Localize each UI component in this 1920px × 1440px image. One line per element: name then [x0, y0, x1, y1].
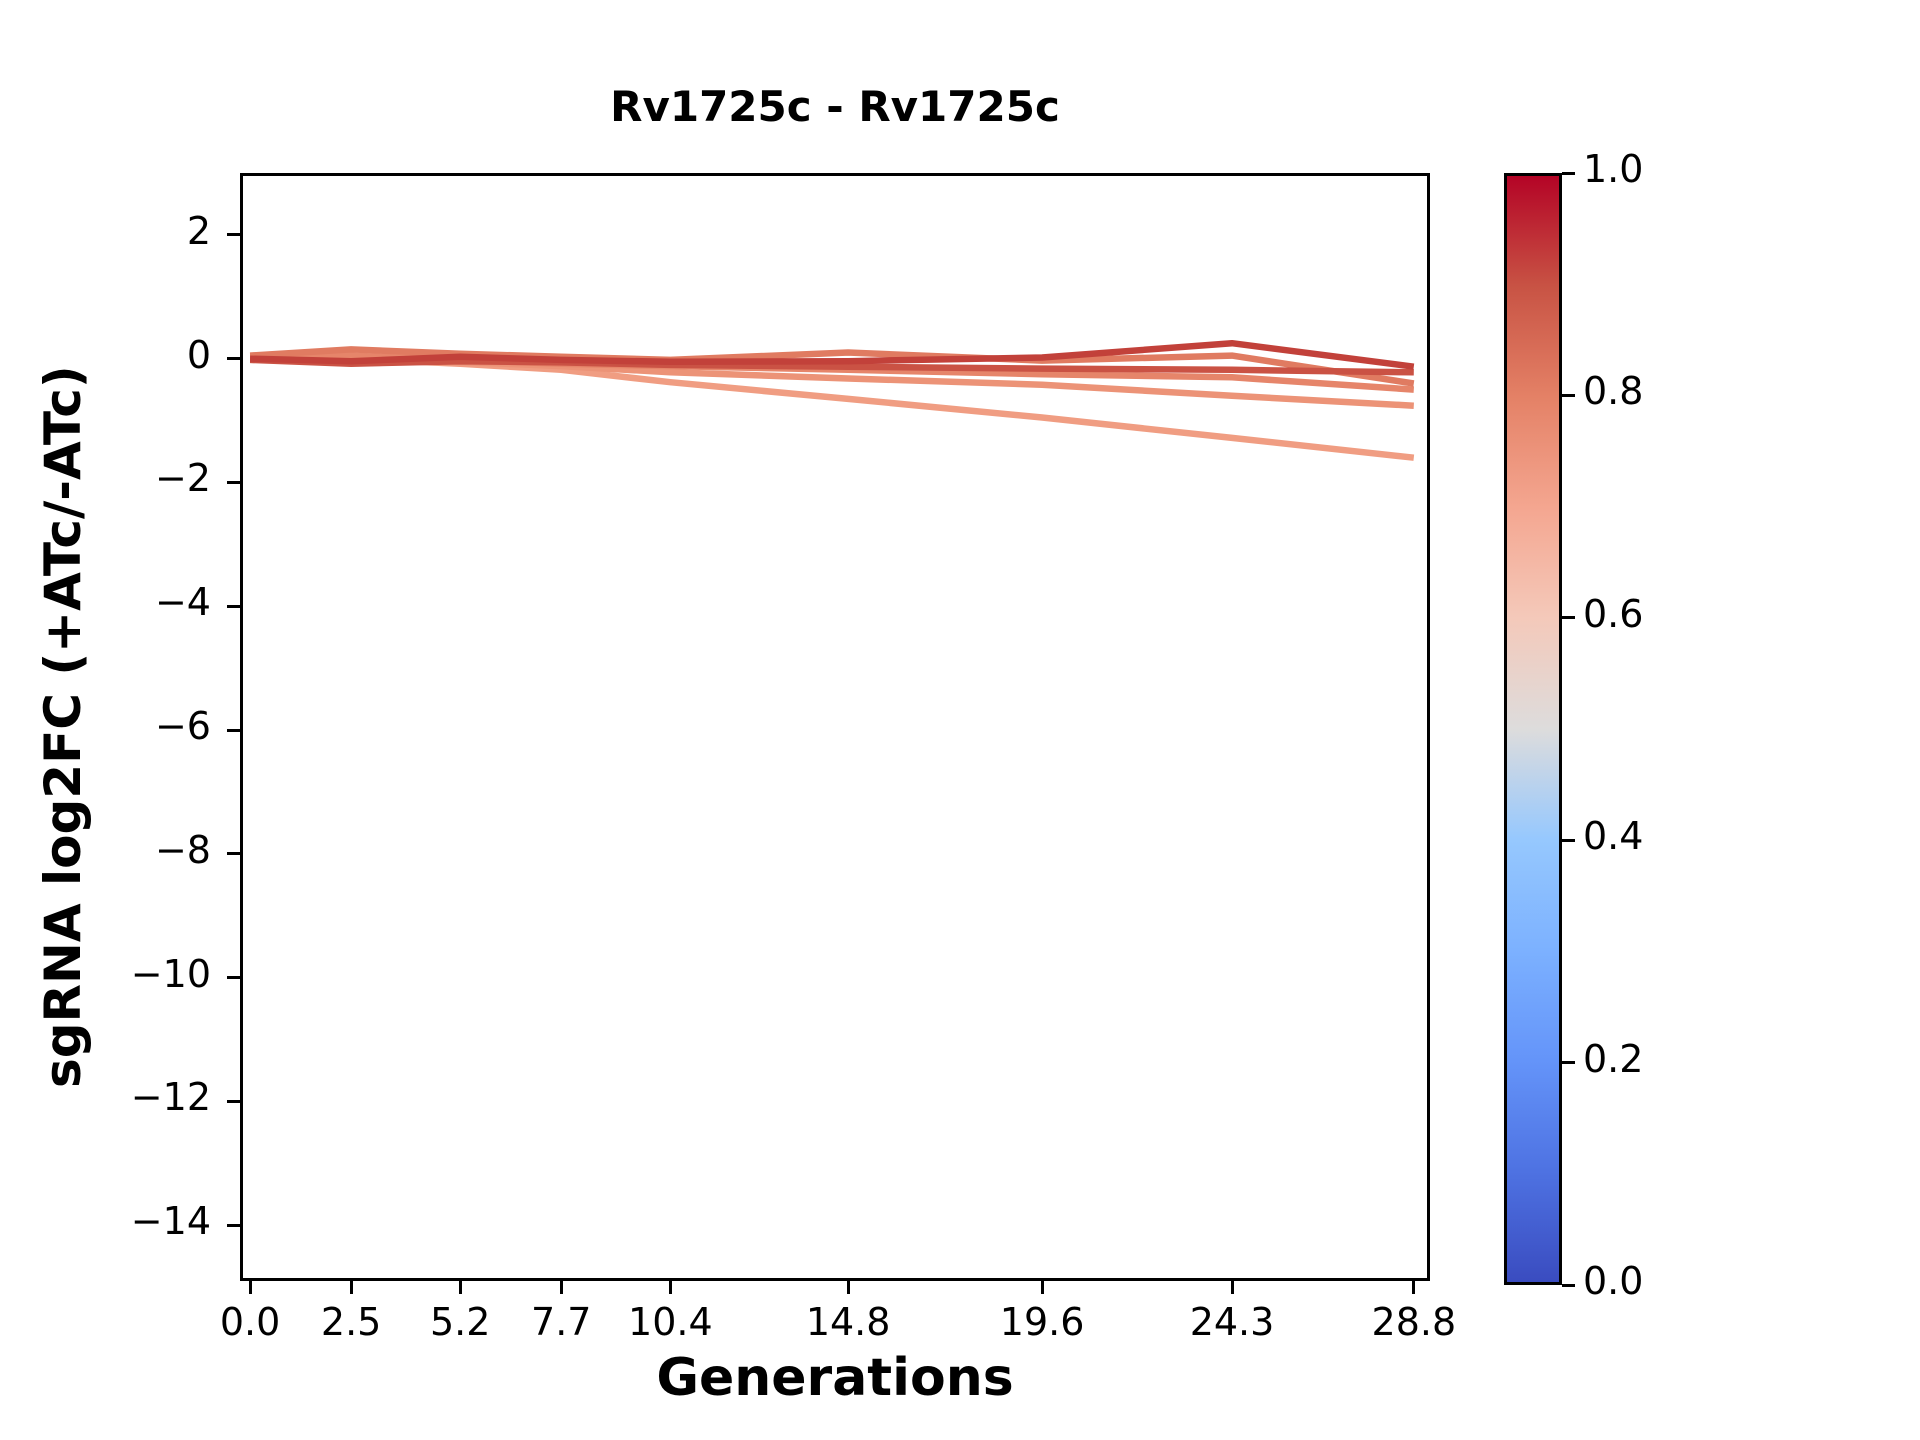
x-axis-label: Generations [656, 1348, 1014, 1408]
colorbar-tick-label: 0.6 [1583, 591, 1644, 636]
y-tick-label: −8 [154, 827, 211, 872]
colorbar-tick-mark [1562, 616, 1575, 620]
y-tick-label: −12 [130, 1075, 211, 1120]
x-tick-label: 0.0 [219, 1300, 281, 1344]
x-tick-label: 14.8 [805, 1300, 891, 1344]
x-tick-label: 5.2 [430, 1300, 491, 1344]
plot-area [249, 339, 1415, 461]
x-tick-label: 10.4 [628, 1300, 713, 1344]
x-tick-mark [1230, 1281, 1234, 1294]
y-tick-mark [227, 480, 240, 484]
x-tick-label: 28.8 [1371, 1300, 1457, 1344]
y-tick-mark [227, 357, 240, 361]
y-tick-label: −4 [154, 580, 211, 625]
y-tick-label: −10 [130, 951, 211, 996]
y-tick-mark [227, 976, 240, 980]
x-tick-label: 24.3 [1189, 1300, 1275, 1344]
y-tick-mark [227, 1223, 240, 1227]
x-tick-mark [846, 1281, 850, 1294]
x-tick-label: 19.6 [999, 1300, 1085, 1344]
colorbar-tick-label: 0.0 [1583, 1259, 1644, 1303]
x-tick-mark [668, 1281, 672, 1294]
x-tick-mark [1412, 1281, 1416, 1294]
colorbar-tick-mark [1562, 838, 1575, 842]
y-tick-mark [227, 233, 240, 237]
y-tick-mark [227, 604, 240, 608]
x-tick-label: 2.5 [320, 1300, 382, 1344]
chart-title: Rv1725c - Rv1725c [610, 82, 1060, 131]
colorbar-tick-mark [1562, 171, 1575, 175]
x-tick-mark [248, 1281, 252, 1294]
y-tick-mark [227, 852, 240, 856]
x-tick-mark [349, 1281, 353, 1294]
y-tick-mark [227, 1099, 240, 1103]
x-tick-mark [1040, 1281, 1044, 1294]
y-tick-label: −2 [154, 456, 211, 501]
series-line-sgrna-6 [250, 355, 1415, 461]
colorbar [1504, 173, 1562, 1285]
y-tick-label: −6 [154, 704, 211, 749]
x-tick-mark [559, 1281, 563, 1294]
colorbar-tick-label: 0.8 [1583, 369, 1644, 414]
y-tick-mark [227, 728, 240, 732]
y-tick-label: 0 [186, 332, 211, 377]
y-tick-label: 2 [186, 208, 211, 253]
colorbar-tick-label: 0.4 [1583, 814, 1644, 859]
colorbar-tick-mark [1562, 1061, 1575, 1065]
colorbar-tick-label: 1.0 [1583, 147, 1644, 191]
series-line-sgrna-1 [250, 339, 1415, 370]
x-tick-mark [458, 1281, 462, 1294]
y-tick-label: −14 [130, 1199, 211, 1244]
colorbar-tick-mark [1562, 1283, 1575, 1287]
colorbar-tick-mark [1562, 393, 1575, 397]
colorbar-tick-label: 0.2 [1583, 1036, 1644, 1081]
x-tick-label: 7.7 [531, 1300, 592, 1344]
